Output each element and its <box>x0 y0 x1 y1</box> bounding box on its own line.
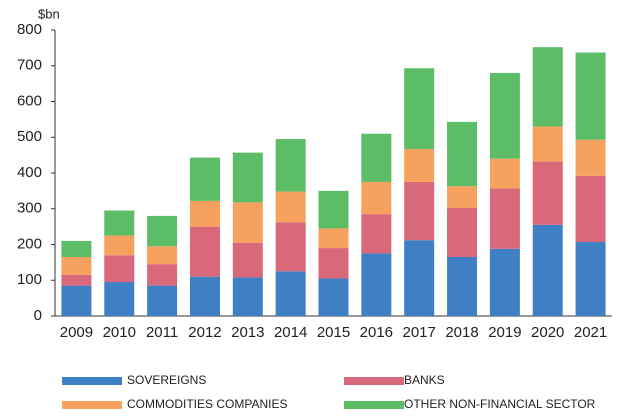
bar-segment <box>489 248 520 316</box>
legend-label: COMMODITIES COMPANIES <box>127 397 287 411</box>
bar-segment <box>575 139 606 176</box>
bar-segment <box>189 276 220 316</box>
bar-segment <box>61 257 92 275</box>
x-tick-label: 2009 <box>60 324 93 341</box>
bar-segment <box>147 285 178 316</box>
x-tick-label: 2016 <box>360 324 393 341</box>
bar-segment <box>318 278 349 316</box>
bar-segment <box>532 224 563 316</box>
y-tick-label: 0 <box>34 307 42 324</box>
y-tick-label: 200 <box>17 235 42 252</box>
bar-segment <box>447 257 478 316</box>
bar-segment <box>104 210 135 236</box>
x-tick-label: 2017 <box>403 324 436 341</box>
bar-segment <box>404 68 435 150</box>
bar-segment <box>361 181 392 215</box>
bar-segment <box>189 200 220 227</box>
x-tick-label: 2013 <box>231 324 264 341</box>
x-tick-label: 2021 <box>574 324 607 341</box>
bar-segment <box>575 241 606 316</box>
bar-segment <box>275 139 306 192</box>
bar-segment <box>447 186 478 209</box>
bar-segment <box>232 242 263 278</box>
legend-label: OTHER NON-FINANCIAL SECTOR <box>404 397 596 411</box>
bar-segment <box>318 228 349 249</box>
bar-segment <box>532 126 563 162</box>
bar-segment <box>189 157 220 201</box>
bar-segment <box>575 175 606 242</box>
bar-segment <box>104 282 135 316</box>
bar-segment <box>147 264 178 286</box>
bar-segment <box>104 255 135 283</box>
bar-segment <box>447 121 478 187</box>
x-tick-label: 2019 <box>488 324 521 341</box>
bar-segment <box>147 246 178 265</box>
legend-swatch <box>62 377 122 385</box>
x-tick-label: 2015 <box>317 324 350 341</box>
bar-segment <box>361 133 392 182</box>
bar-segment <box>275 191 306 223</box>
x-tick-label: 2011 <box>146 324 178 341</box>
bar-segment <box>275 271 306 316</box>
bar-segment <box>489 158 520 189</box>
bar-segment <box>147 215 178 247</box>
x-tick-label: 2010 <box>103 324 136 341</box>
bar-segment <box>104 235 135 256</box>
bar-segment <box>575 52 606 140</box>
x-tick-label: 2012 <box>188 324 221 341</box>
bar-segment <box>275 222 306 272</box>
x-tick-label: 2020 <box>531 324 564 341</box>
bar-segment <box>318 248 349 279</box>
y-tick-label: 500 <box>17 128 42 145</box>
x-tick-label: 2018 <box>445 324 478 341</box>
legend-swatch <box>344 401 404 409</box>
y-tick-label: 800 <box>17 21 42 38</box>
legend-swatch <box>344 377 404 385</box>
legend-swatch <box>62 401 122 409</box>
y-tick-label: 600 <box>17 92 42 109</box>
bar-segment <box>404 240 435 316</box>
bar-segment <box>232 202 263 243</box>
bar-segment <box>318 190 349 229</box>
bar-segment <box>404 149 435 182</box>
y-unit-label: $bn <box>38 6 60 21</box>
bar-segment <box>61 240 92 258</box>
bar-segment <box>489 188 520 249</box>
y-tick-label: 300 <box>17 200 42 217</box>
bar-segment <box>532 47 563 127</box>
bar-segment <box>189 226 220 277</box>
bar-segment <box>404 181 435 241</box>
bar-segment <box>361 214 392 254</box>
bar-segment <box>447 208 478 258</box>
y-tick-label: 700 <box>17 57 42 74</box>
bar-segment <box>489 72 520 159</box>
bar-segment <box>532 161 563 225</box>
bar-segment <box>61 274 92 286</box>
x-tick-label: 2014 <box>274 324 307 341</box>
bar-segment <box>61 285 92 316</box>
y-tick-label: 400 <box>17 164 42 181</box>
bar-segment <box>232 277 263 316</box>
bar-segment <box>361 253 392 316</box>
legend-label: BANKS <box>404 373 445 387</box>
legend-label: SOVEREIGNS <box>127 373 206 387</box>
y-tick-label: 100 <box>17 271 42 288</box>
bar-segment <box>232 152 263 203</box>
